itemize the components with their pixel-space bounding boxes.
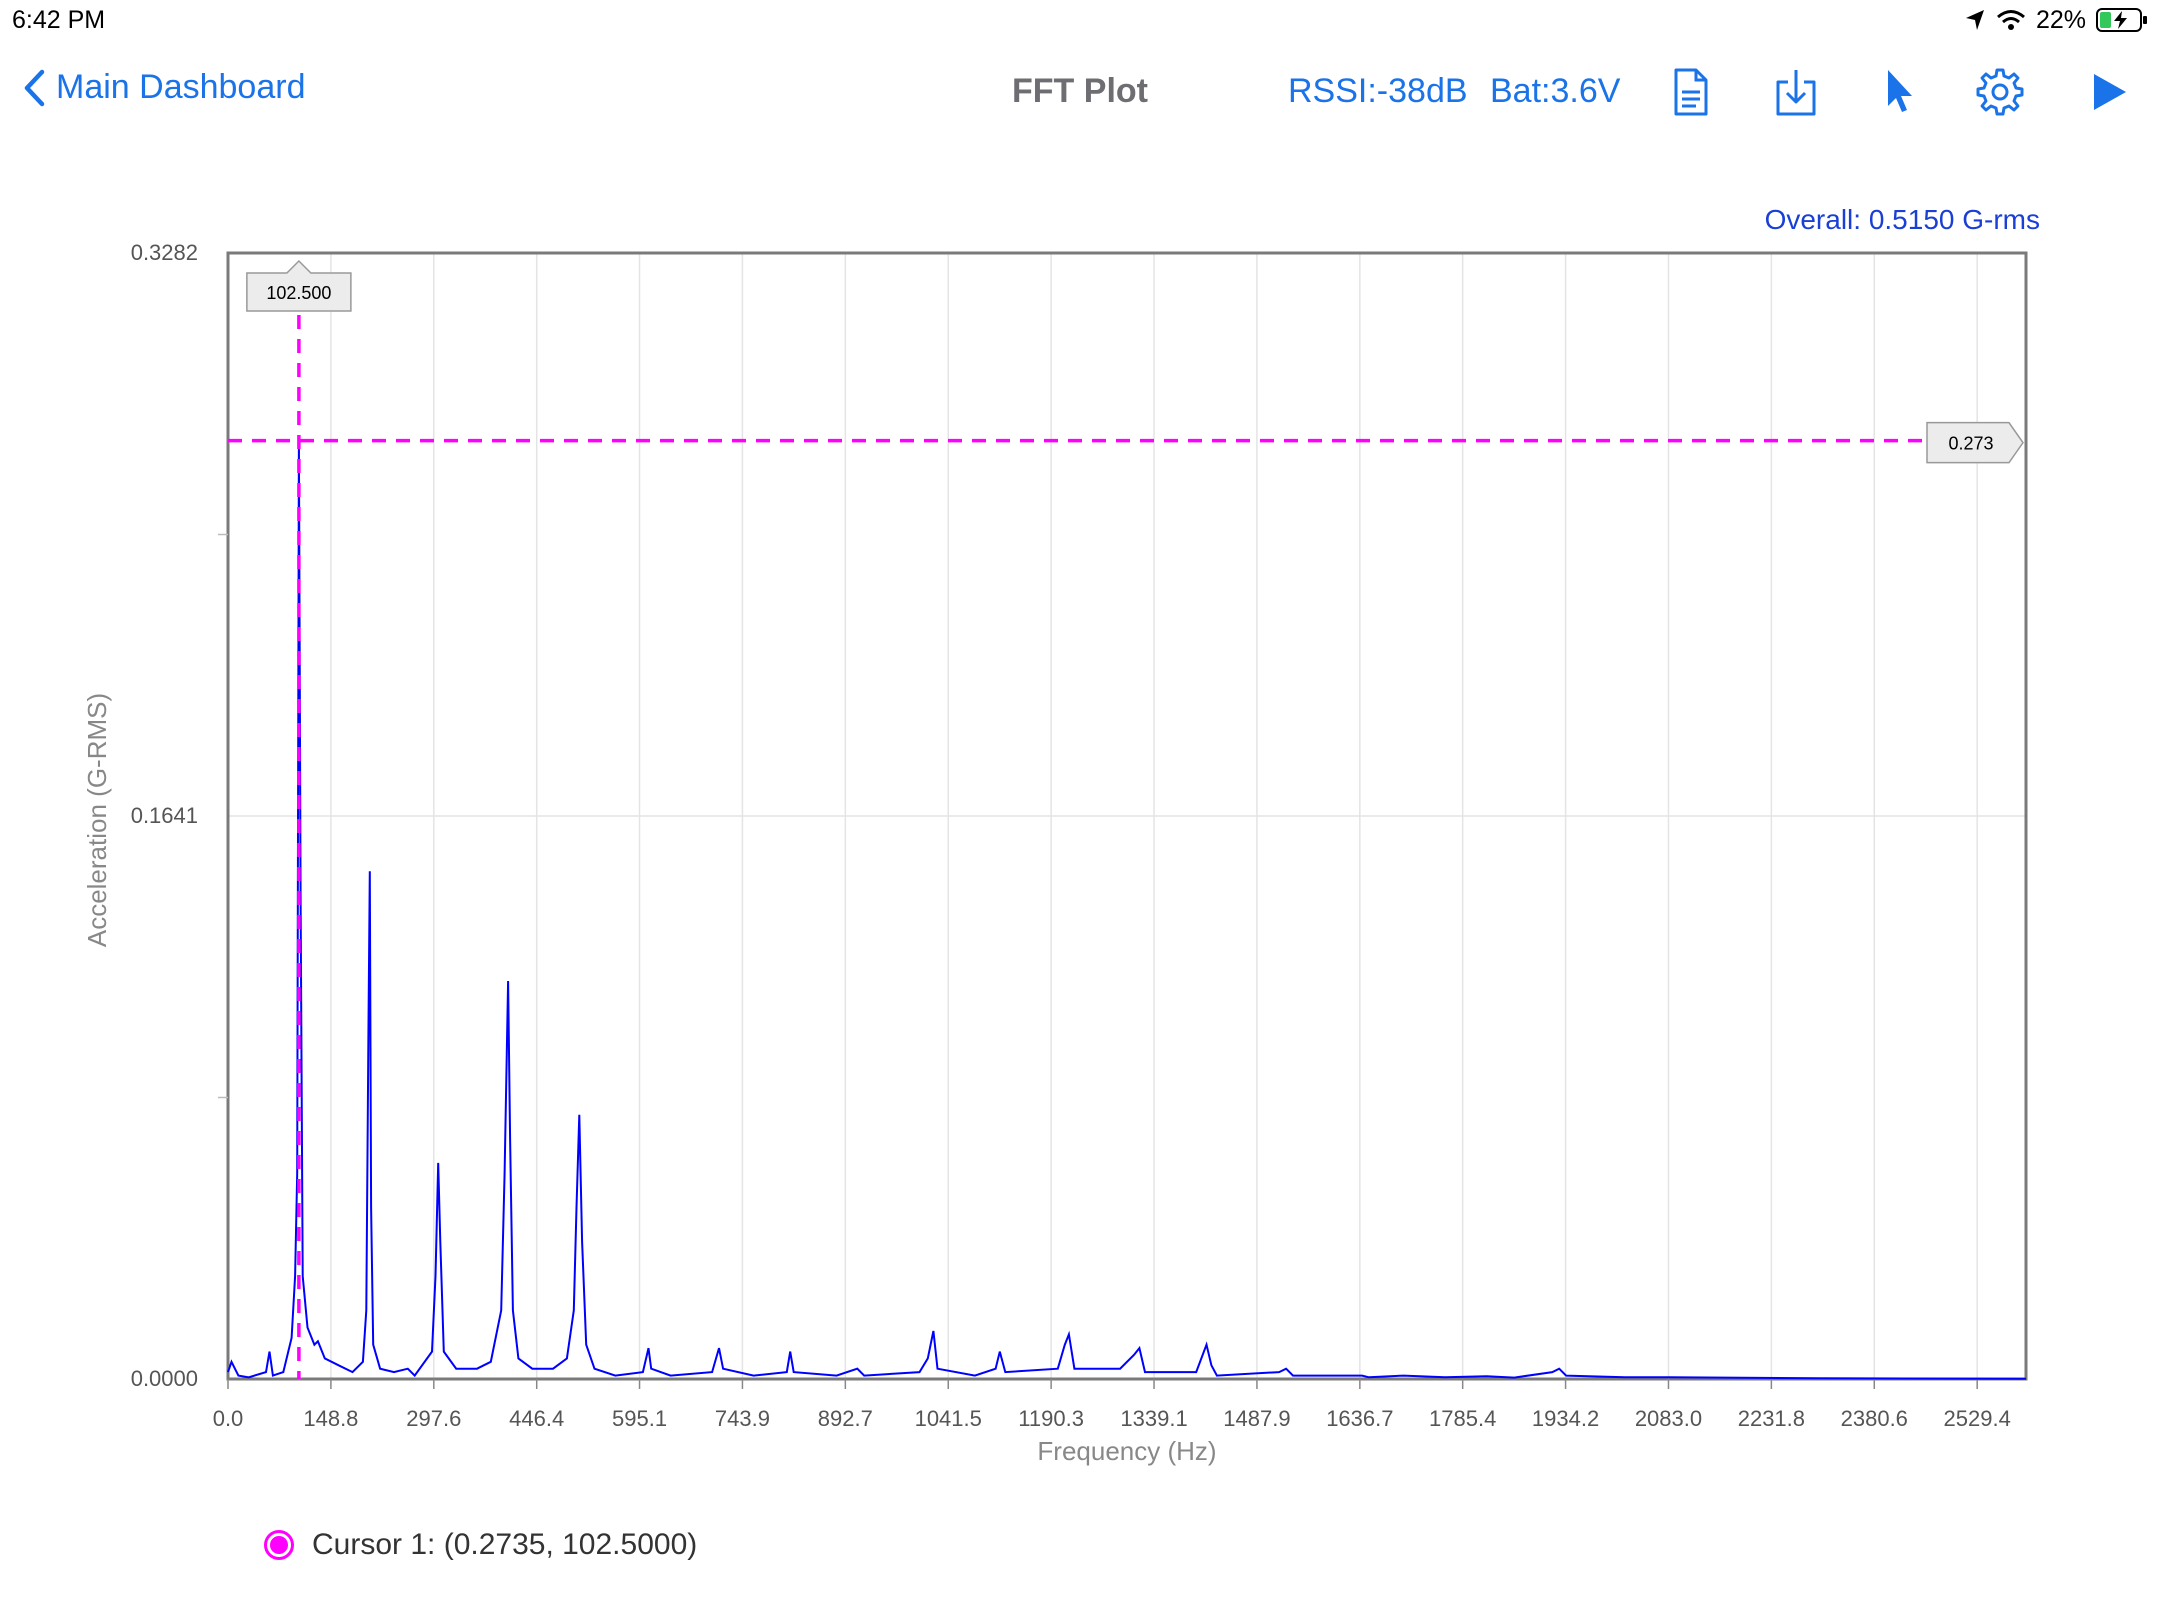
x-tick-label: 1487.9 xyxy=(1223,1406,1290,1431)
x-tick-label: 0.0 xyxy=(213,1406,244,1431)
status-indicators: 22% xyxy=(1964,4,2148,36)
status-bar: 6:42 PM 22% xyxy=(0,0,2160,40)
cursor-legend-label: Cursor 1: (0.2735, 102.5000) xyxy=(312,1528,698,1561)
overall-rms-readout: Overall: 0.5150 G-rms xyxy=(1764,204,2040,235)
x-tick-label: 148.8 xyxy=(303,1406,358,1431)
x-tick-label: 2529.4 xyxy=(1944,1406,2011,1431)
x-axis-label: Frequency (Hz) xyxy=(1037,1436,1216,1466)
x-tick-label: 297.6 xyxy=(406,1406,461,1431)
location-arrow-icon xyxy=(1965,10,1984,30)
x-tick-label: 595.1 xyxy=(612,1406,667,1431)
battery-charging-icon xyxy=(2096,8,2147,32)
cursor-marker-icon xyxy=(264,1530,294,1560)
x-tick-label: 1934.2 xyxy=(1532,1406,1599,1431)
fft-series-line xyxy=(227,440,2027,1380)
y-tick-label: 0.3282 xyxy=(131,240,198,265)
back-button-label: Main Dashboard xyxy=(56,68,306,106)
battery-percent: 22% xyxy=(2035,5,2086,34)
cursor-x-label[interactable]: 102.500 xyxy=(246,259,352,312)
document-icon[interactable] xyxy=(1664,66,1716,118)
x-tick-label: 1041.5 xyxy=(915,1406,982,1431)
wifi-icon xyxy=(1996,10,2025,30)
download-icon[interactable] xyxy=(1770,66,1822,118)
back-button[interactable]: Main Dashboard xyxy=(22,68,305,107)
x-tick-label: 1785.4 xyxy=(1429,1406,1496,1431)
cursor-legend[interactable]: Cursor 1: (0.2735, 102.5000) xyxy=(264,1528,697,1562)
y-tick-label: 0.0000 xyxy=(131,1366,198,1391)
page-title: FFT Plot xyxy=(1012,72,1148,110)
x-tick-label: 2380.6 xyxy=(1841,1406,1908,1431)
x-tick-label: 2083.0 xyxy=(1635,1406,1702,1431)
cursor-x-value: 102.500 xyxy=(266,283,331,303)
y-axis-ticks: 0.0000 0.1641 0.3282 xyxy=(131,240,228,1391)
x-tick-label: 2231.8 xyxy=(1738,1406,1805,1431)
cursor-y-value: 0.273 xyxy=(1948,434,1993,454)
cursor-y-label[interactable]: 0.273 xyxy=(1926,421,2024,464)
y-tick-label: 0.1641 xyxy=(131,803,198,828)
rssi-readout: RSSI:-38dB xyxy=(1288,72,1468,110)
battery-voltage-readout: Bat:3.6V xyxy=(1490,72,1621,110)
x-tick-label: 1190.3 xyxy=(1018,1406,1084,1431)
x-tick-label: 1339.1 xyxy=(1120,1406,1187,1431)
status-time: 6:42 PM xyxy=(12,6,106,34)
x-tick-label: 1636.7 xyxy=(1326,1406,1393,1431)
x-tick-label: 446.4 xyxy=(509,1406,564,1431)
play-icon[interactable] xyxy=(2082,66,2134,118)
y-axis-label: Acceleration (G-RMS) xyxy=(82,693,112,947)
chart-grid xyxy=(227,252,2026,1380)
cursor-pointer-icon[interactable] xyxy=(1872,66,1924,118)
chevron-left-icon xyxy=(24,69,45,106)
x-tick-label: 743.9 xyxy=(715,1406,770,1431)
fft-chart[interactable]: 0.0000 0.1641 0.3282 0.0 148.8 297.6 446.4 595… xyxy=(0,230,2160,1490)
x-axis-ticks: 0.0 148.8 297.6 446.4 595.1 743.9 892.7 1041.5 1… xyxy=(213,1379,2011,1431)
navigation-bar: Main Dashboard FFT Plot RSSI:-38dB Bat:3… xyxy=(0,50,2160,130)
x-tick-label: 892.7 xyxy=(818,1406,873,1431)
gear-icon[interactable] xyxy=(1974,66,2026,118)
plot-frame xyxy=(226,251,2028,1381)
